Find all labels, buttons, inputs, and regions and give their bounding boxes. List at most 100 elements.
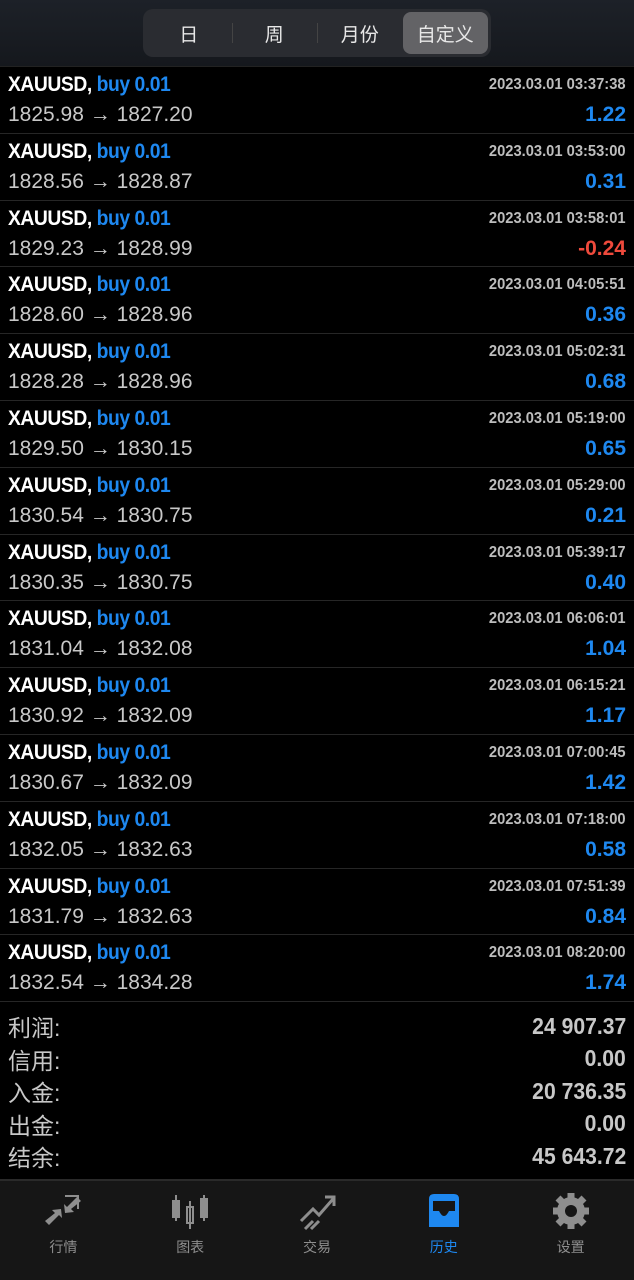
tab-quotes[interactable]: 行情 — [0, 1181, 127, 1280]
tab-month[interactable]: 月份 — [317, 12, 403, 54]
trade-row[interactable]: XAUUSD, buy 0.01 2023.03.01 03:37:38 182… — [0, 67, 634, 134]
trade-row[interactable]: XAUUSD, buy 0.01 2023.03.01 05:29:00 183… — [0, 468, 634, 535]
trade-time: 2023.03.01 07:00:45 — [489, 743, 626, 761]
trade-row[interactable]: XAUUSD, buy 0.01 2023.03.01 06:15:21 183… — [0, 668, 634, 735]
summary-value: 0.00 — [584, 1045, 626, 1072]
close-price: 1830.15 — [116, 436, 193, 460]
trade-row[interactable]: XAUUSD, buy 0.01 2023.03.01 07:51:39 183… — [0, 869, 634, 936]
open-price: 1832.54 — [8, 971, 84, 995]
arrow-icon: → — [89, 837, 111, 861]
trade-row[interactable]: XAUUSD, buy 0.01 2023.03.01 03:58:01 182… — [0, 201, 634, 268]
summary-row: 入金: 20 736.35 — [8, 1075, 626, 1108]
trade-symbol: XAUUSD, — [8, 674, 92, 698]
trade-time: 2023.03.01 06:15:21 — [489, 677, 626, 695]
trade-symbol: XAUUSD, — [8, 73, 92, 96]
trade-row[interactable]: XAUUSD, buy 0.01 2023.03.01 06:06:01 183… — [0, 601, 634, 669]
arrow-icon: → — [89, 904, 111, 928]
open-price: 1829.23 — [8, 236, 84, 260]
tab-history[interactable]: 历史 — [380, 1181, 507, 1280]
tab-custom[interactable]: 自定义 — [402, 12, 488, 54]
trade-profit: 0.31 — [585, 169, 626, 193]
trade-symbol: XAUUSD, — [8, 406, 92, 430]
trade-profit: 0.68 — [585, 370, 626, 394]
close-price: 1832.63 — [116, 837, 193, 861]
arrow-icon: → — [89, 704, 111, 728]
arrow-icon: → — [89, 570, 111, 594]
summary-label: 结余: — [8, 1145, 61, 1172]
summary-row: 利润: 24 907.37 — [8, 1010, 626, 1043]
header: 日 周 月份 自定义 — [0, 0, 634, 66]
summary-value: 45 643.72 — [531, 1142, 626, 1169]
trade-row[interactable]: XAUUSD, buy 0.01 2023.03.01 08:20:00 183… — [0, 935, 634, 1003]
arrow-icon: → — [89, 436, 111, 460]
open-price: 1832.05 — [8, 837, 84, 861]
trade-type: buy 0.01 — [96, 139, 171, 163]
open-price: 1830.92 — [8, 704, 84, 728]
trade-symbol: XAUUSD, — [8, 206, 92, 230]
tab-week[interactable]: 周 — [231, 12, 318, 54]
trade-row[interactable]: XAUUSD, buy 0.01 2023.03.01 05:02:31 182… — [0, 334, 634, 401]
arrow-icon: → — [89, 637, 111, 661]
summary: 利润: 24 907.37 信用: 0.00 入金: 20 736.35 出金: 0.00 结余… — [0, 1002, 634, 1173]
trade-symbol: XAUUSD, — [8, 273, 92, 297]
trade-symbol: XAUUSD, — [8, 740, 92, 764]
trade-row[interactable]: XAUUSD, buy 0.01 2023.03.01 03:53:00 182… — [0, 134, 634, 201]
trade-symbol: XAUUSD, — [8, 139, 92, 163]
open-price: 1831.79 — [8, 904, 84, 928]
open-price: 1831.04 — [8, 637, 84, 661]
trade-time: 2023.03.01 05:29:00 — [489, 476, 626, 494]
trade-profit: 1.22 — [585, 103, 626, 126]
open-price: 1828.56 — [8, 169, 84, 193]
trade-trend-icon — [299, 1195, 336, 1231]
trade-type: buy 0.01 — [96, 807, 171, 831]
history-inbox-icon — [428, 1194, 459, 1227]
open-price: 1828.28 — [8, 370, 84, 394]
trade-profit: 0.40 — [585, 570, 626, 594]
close-price: 1828.87 — [116, 169, 193, 193]
close-price: 1828.99 — [116, 236, 193, 260]
trade-row[interactable]: XAUUSD, buy 0.01 2023.03.01 05:39:17 183… — [0, 535, 634, 602]
summary-value: 20 736.35 — [531, 1077, 626, 1104]
arrow-icon: → — [89, 169, 111, 193]
trade-profit: 0.58 — [585, 837, 626, 861]
trade-symbol: XAUUSD, — [8, 607, 92, 631]
trade-profit: 1.74 — [585, 971, 626, 995]
tab-day[interactable]: 日 — [179, 24, 199, 46]
trade-symbol: XAUUSD, — [8, 540, 92, 564]
trade-time: 2023.03.01 04:05:51 — [489, 276, 626, 294]
open-price: 1830.35 — [8, 570, 84, 594]
trade-time: 2023.03.01 05:02:31 — [489, 343, 626, 361]
quotes-arrows-icon — [45, 1195, 82, 1225]
arrow-icon: → — [89, 770, 111, 794]
trade-time: 2023.03.01 05:39:17 — [489, 543, 626, 561]
period-segmented-control: 日 周 月份 自定义 — [143, 9, 491, 57]
trade-time: 2023.03.01 03:37:38 — [489, 76, 626, 93]
trade-symbol: XAUUSD, — [8, 340, 92, 364]
tab-chart[interactable]: 图表 — [127, 1181, 254, 1280]
close-price: 1830.75 — [116, 503, 193, 527]
trade-row[interactable]: XAUUSD, buy 0.01 2023.03.01 04:05:51 182… — [0, 267, 634, 335]
bottom-tab-bar: 行情 图表 交易 历史 设置 — [0, 1179, 634, 1280]
trade-type: buy 0.01 — [96, 206, 171, 230]
summary-row: 出金: 0.00 — [8, 1108, 626, 1141]
arrow-icon: → — [89, 236, 111, 260]
trade-type: buy 0.01 — [96, 340, 171, 364]
trade-row[interactable]: XAUUSD, buy 0.01 2023.03.01 05:19:00 182… — [0, 401, 634, 468]
open-price: 1828.60 — [8, 303, 84, 327]
trade-row[interactable]: XAUUSD, buy 0.01 2023.03.01 07:00:45 183… — [0, 735, 634, 802]
trade-profit: 0.65 — [585, 436, 626, 460]
trade-row[interactable]: XAUUSD, buy 0.01 2023.03.01 07:18:00 183… — [0, 802, 634, 869]
trade-profit: 0.21 — [585, 503, 626, 527]
tab-settings[interactable]: 设置 — [507, 1181, 634, 1280]
close-price: 1832.63 — [116, 904, 193, 928]
close-price: 1834.28 — [116, 971, 193, 995]
trade-time: 2023.03.01 03:58:01 — [489, 209, 626, 227]
close-price: 1832.09 — [116, 704, 193, 728]
open-price: 1830.67 — [8, 770, 84, 794]
trade-profit: -0.24 — [578, 236, 626, 260]
close-price: 1832.08 — [116, 637, 193, 661]
tab-trade[interactable]: 交易 — [254, 1181, 381, 1280]
arrow-icon: → — [89, 303, 111, 327]
trade-profit: 0.84 — [585, 904, 626, 928]
trade-time: 2023.03.01 08:20:00 — [489, 944, 626, 962]
